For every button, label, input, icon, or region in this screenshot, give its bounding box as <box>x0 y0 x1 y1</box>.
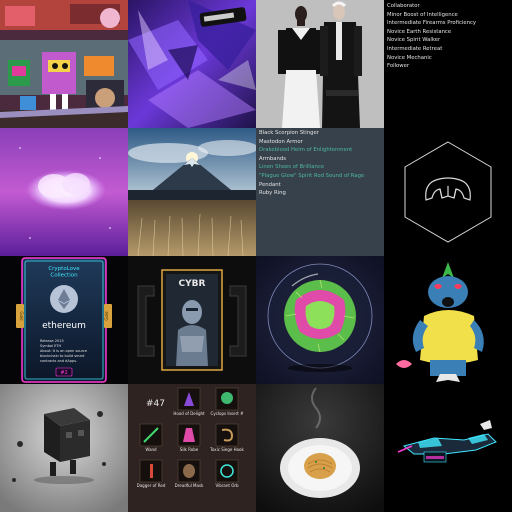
loot-list: Black Scorpion Stinger Mastodon Armor Dr… <box>259 129 382 198</box>
trait-item: Novice Spirit Walker <box>387 37 441 44</box>
trait-item: Follower <box>387 63 410 70</box>
nft-tile-mountain-landscape[interactable] <box>128 128 256 256</box>
loot-item: Pendant <box>259 181 281 188</box>
crypto-card-image: Gold Gold CryptoLove Collection ethereum… <box>16 257 112 383</box>
item-label: Vibrant Orb <box>215 483 239 488</box>
fashion-photo-image <box>256 0 384 128</box>
inventory-number: #47 <box>146 399 165 409</box>
loot-item: Armbands <box>259 155 286 162</box>
loot-item: "Plague Glow" Spirit Rod Sound of Rage <box>259 172 365 179</box>
card-detail: Release 2015 <box>40 339 64 343</box>
trait-list: Collaborator Minor Boost of Intelligence… <box>387 2 510 71</box>
mask-icon <box>183 464 195 478</box>
hood-icon <box>184 392 194 406</box>
trait-item: Novice Mechanic <box>387 54 432 61</box>
rarity-label-left: Gold <box>19 311 24 321</box>
item-label: Wand <box>145 447 157 452</box>
leaf-icon <box>442 262 454 278</box>
nft-tile-pasta-dish[interactable] <box>256 384 384 512</box>
nft-tile-cartoon-creature[interactable] <box>384 256 512 384</box>
coin-name: ethereum <box>42 321 86 331</box>
nft-tile-collage-artwork[interactable] <box>0 0 128 128</box>
cyber-frame-image: CYBR <box>128 256 256 384</box>
loot-item: Linen Shoes of Brilliance <box>259 164 325 171</box>
nft-tile-item-inventory[interactable]: #47 Hood of Delight Cyclops Insert # Wan… <box>128 384 256 512</box>
collage-artwork-image <box>0 0 128 128</box>
cyber-title: CYBR <box>179 279 206 289</box>
item-label: Dreadful Mask <box>175 483 204 488</box>
card-number: #2 <box>60 370 67 376</box>
croissant-hexagon-image <box>404 141 492 243</box>
nft-tile-cloud-dream[interactable] <box>0 128 128 256</box>
loot-item: Black Scorpion Stinger <box>259 130 319 136</box>
croissant-icon <box>425 177 471 201</box>
nft-tile-crypto-card[interactable]: Gold Gold CryptoLove Collection ethereum… <box>0 256 128 384</box>
nft-tile-abstract-purple[interactable] <box>128 0 256 128</box>
rarity-label-right: Gold <box>104 311 109 321</box>
heart-eye-icon <box>434 284 442 289</box>
item-inventory-image: #47 Hood of Delight Cyclops Insert # Wan… <box>128 384 256 512</box>
item-label: Cyclops Insert # <box>211 411 245 416</box>
nft-tile-loot-list[interactable]: Black Scorpion Stinger Mastodon Armor Dr… <box>256 128 384 256</box>
nft-tile-neon-vehicle[interactable] <box>384 384 512 512</box>
trait-item: Novice Earth Resistance <box>387 28 452 35</box>
pasta-dish-image <box>256 384 384 512</box>
hook-icon <box>221 428 234 442</box>
item-label: Dagger of Red <box>137 483 166 488</box>
nft-tile-cyber-frame[interactable]: CYBR <box>128 256 256 384</box>
loot-item: Drakeblood Helm of Enlightenment <box>259 147 353 154</box>
glass-sphere-image <box>256 256 384 384</box>
card-detail: About: It is an open source <box>40 349 87 353</box>
cyclops-insert-icon <box>221 392 233 404</box>
card-detail: contracts and dApps. <box>40 359 77 363</box>
trait-item: Intermediate Retreat <box>387 45 443 52</box>
cartoon-creature-image <box>396 262 484 382</box>
heart-eye-icon <box>454 284 462 289</box>
trait-item: Intermediate Firearms Proficiency <box>387 20 477 27</box>
dagger-icon <box>150 464 153 478</box>
neon-vehicle-image <box>397 420 497 463</box>
loot-item: Ruby Ring <box>259 190 286 197</box>
nft-tile-robot-cube[interactable] <box>0 384 128 512</box>
nft-tile-croissant-hexagon[interactable] <box>384 128 512 256</box>
card-title-line1: CryptoLove <box>48 266 80 272</box>
robe-icon <box>183 428 195 442</box>
item-label: Silk Robe <box>180 447 199 452</box>
trait-item: Minor Boost of Intelligence <box>387 11 458 18</box>
nft-tile-trait-list[interactable]: Collaborator Minor Boost of Intelligence… <box>384 0 512 128</box>
item-label: Hood of Delight <box>173 411 205 416</box>
mountain-landscape-image <box>128 128 256 256</box>
card-detail: Symbol ETH <box>40 344 61 348</box>
cloud-dream-image <box>0 128 128 256</box>
nft-tile-fashion-photo[interactable] <box>256 0 384 128</box>
nft-tile-glass-sphere[interactable] <box>256 256 384 384</box>
orb-icon <box>220 464 234 478</box>
card-title-line2: Collection <box>50 273 78 279</box>
item-label: Toxic Siege Hook <box>209 447 244 452</box>
card-detail: blockchain to build smart <box>40 354 85 358</box>
robot-cube-image <box>0 384 128 512</box>
wand-icon <box>143 427 159 443</box>
loot-item: Mastodon Armor <box>259 138 303 145</box>
trait-item: Collaborator <box>387 3 420 9</box>
abstract-purple-image <box>128 0 256 128</box>
